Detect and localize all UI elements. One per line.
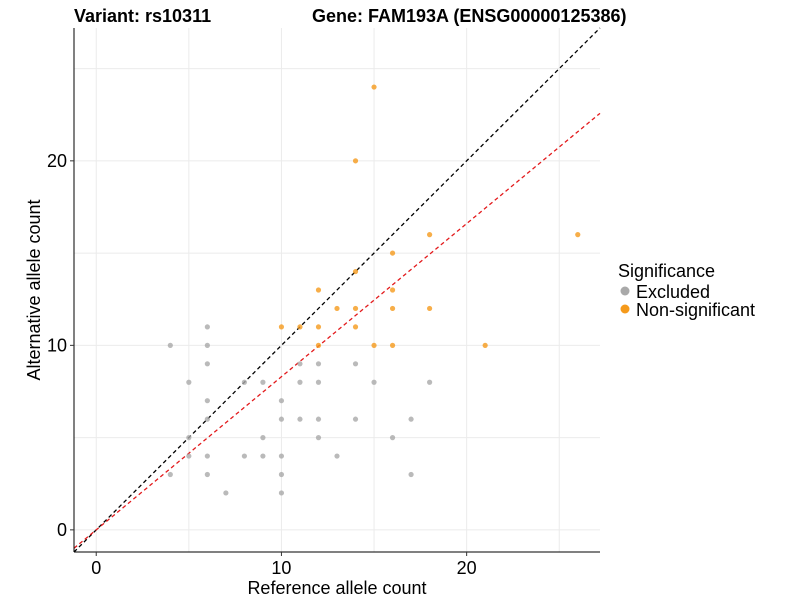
data-point-excluded bbox=[204, 471, 210, 478]
data-point-excluded bbox=[427, 379, 433, 385]
data-point-excluded bbox=[204, 398, 210, 404]
data-point-non-significant bbox=[352, 324, 359, 330]
y-tick-label: 0 bbox=[57, 520, 67, 540]
data-point-non-significant bbox=[575, 232, 581, 238]
data-point-excluded bbox=[186, 453, 192, 459]
data-point-non-significant bbox=[297, 324, 303, 330]
data-point-non-significant bbox=[315, 287, 322, 293]
data-point-excluded bbox=[297, 416, 303, 422]
identity-reference-line bbox=[73, 27, 601, 553]
legend: Significance Excluded Non-significant bbox=[618, 261, 755, 320]
tick-labels: 0 10 20 0 10 20 bbox=[47, 151, 477, 578]
legend-label-non-significant: Non-significant bbox=[636, 300, 755, 320]
reference-lines bbox=[73, 27, 601, 553]
x-axis-title: Reference allele count bbox=[247, 578, 426, 598]
data-point-excluded bbox=[278, 471, 285, 478]
data-point-excluded bbox=[186, 379, 192, 385]
data-point-excluded bbox=[389, 435, 396, 441]
data-point-non-significant bbox=[371, 84, 377, 90]
data-point-non-significant bbox=[482, 342, 488, 348]
y-tick-label: 20 bbox=[47, 151, 67, 171]
data-point-excluded bbox=[315, 379, 322, 385]
data-point-non-significant bbox=[334, 305, 340, 312]
gene-title: Gene: FAM193A (ENSG00000125386) bbox=[312, 6, 627, 26]
y-tick-label: 10 bbox=[47, 335, 67, 355]
data-point-non-significant bbox=[315, 342, 322, 348]
data-point-non-significant bbox=[352, 268, 359, 275]
data-point-excluded bbox=[167, 471, 173, 478]
data-point-excluded bbox=[223, 490, 229, 496]
legend-key-excluded bbox=[620, 286, 630, 296]
data-point-excluded bbox=[352, 416, 359, 422]
data-point-excluded bbox=[371, 379, 377, 385]
legend-key-non-significant bbox=[620, 304, 630, 314]
data-point-non-significant bbox=[427, 305, 433, 312]
data-point-excluded bbox=[186, 435, 192, 441]
data-point-excluded bbox=[278, 453, 285, 459]
data-point-excluded bbox=[167, 342, 173, 348]
data-point-excluded bbox=[260, 379, 266, 385]
variant-title: Variant: rs10311 bbox=[74, 6, 211, 26]
data-point-non-significant bbox=[389, 342, 396, 348]
data-points bbox=[167, 84, 581, 496]
data-point-non-significant bbox=[389, 305, 396, 312]
data-point-excluded bbox=[408, 416, 414, 422]
data-point-non-significant bbox=[427, 232, 433, 238]
data-point-excluded bbox=[315, 435, 322, 441]
data-point-non-significant bbox=[278, 324, 285, 330]
data-point-excluded bbox=[260, 435, 266, 441]
data-point-excluded bbox=[204, 361, 210, 367]
data-point-excluded bbox=[334, 453, 340, 459]
data-point-non-significant bbox=[352, 305, 359, 312]
x-tick-label: 20 bbox=[457, 558, 477, 578]
data-point-non-significant bbox=[389, 250, 396, 256]
data-point-non-significant bbox=[389, 287, 396, 293]
data-point-excluded bbox=[315, 361, 322, 367]
data-point-excluded bbox=[204, 324, 210, 330]
data-point-excluded bbox=[204, 416, 210, 422]
axes bbox=[70, 28, 600, 556]
data-point-excluded bbox=[278, 416, 285, 422]
y-axis-title: Alternative allele count bbox=[24, 199, 44, 380]
data-point-excluded bbox=[260, 453, 266, 459]
data-point-non-significant bbox=[352, 158, 359, 164]
data-point-excluded bbox=[278, 490, 285, 496]
data-point-excluded bbox=[297, 361, 303, 367]
x-tick-label: 0 bbox=[91, 558, 101, 578]
data-point-non-significant bbox=[315, 324, 322, 330]
data-point-excluded bbox=[204, 342, 210, 348]
grid bbox=[74, 28, 600, 552]
data-point-excluded bbox=[278, 398, 285, 404]
data-point-excluded bbox=[408, 471, 414, 478]
x-tick-label: 10 bbox=[271, 558, 291, 578]
data-point-excluded bbox=[315, 416, 322, 422]
legend-label-excluded: Excluded bbox=[636, 282, 710, 302]
data-point-excluded bbox=[241, 453, 247, 459]
data-point-excluded bbox=[241, 379, 247, 385]
fitted-reference-line bbox=[73, 112, 601, 549]
legend-title: Significance bbox=[618, 261, 715, 281]
data-point-excluded bbox=[352, 361, 359, 367]
data-point-non-significant bbox=[371, 342, 377, 348]
data-point-excluded bbox=[204, 453, 210, 459]
data-point-excluded bbox=[297, 379, 303, 385]
